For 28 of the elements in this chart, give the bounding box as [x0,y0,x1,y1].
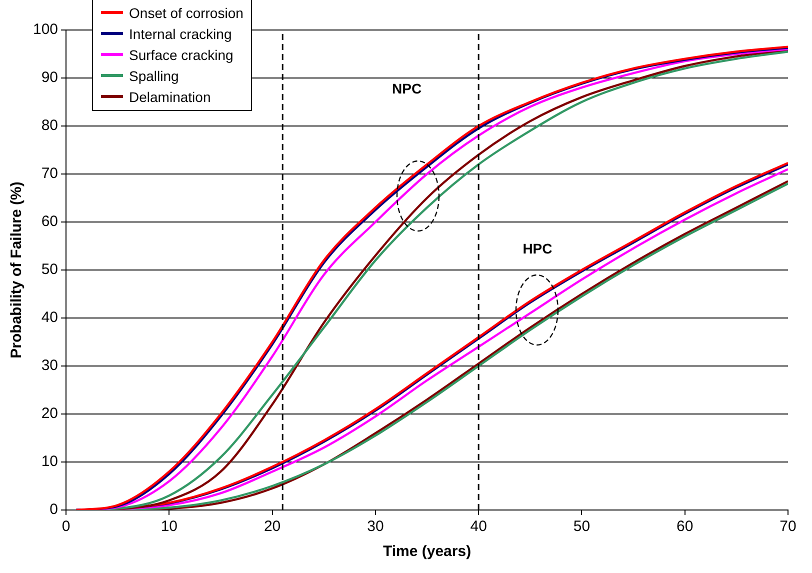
legend-label: Internal cracking [129,26,232,42]
y-tick-label: 0 [50,501,58,518]
annotation: NPC [392,80,422,97]
x-tick-label: 30 [367,518,384,536]
y-axis-title: Probability of Failure (%) [8,182,26,358]
x-tick-label: 20 [264,518,281,536]
x-tick-label: 10 [160,518,178,536]
legend-label: Spalling [129,68,179,84]
x-tick-label: 40 [470,518,487,536]
annotation: HPC [522,240,552,256]
x-tick-label: 70 [780,518,796,536]
x-tick-label: 0 [62,518,70,536]
y-tick-label: 60 [41,213,58,230]
y-tick-label: 20 [41,405,58,422]
legend-label: Onset of corrosion [129,4,244,20]
legend-label: Delamination [129,88,211,104]
y-tick-label: 80 [41,117,58,134]
x-tick-label: 60 [676,518,694,536]
x-axis-title: Time (years) [382,543,472,560]
y-tick-label: 70 [41,165,58,182]
y-tick-label: 50 [41,261,58,278]
y-tick-label: 90 [41,69,58,86]
y-tick-label: 100 [32,21,58,38]
x-tick-label: 50 [573,518,590,536]
y-tick-label: 40 [41,309,58,326]
y-tick-label: 10 [41,453,58,470]
y-tick-label: 30 [41,357,58,374]
legend-label: Surface cracking [129,46,234,62]
